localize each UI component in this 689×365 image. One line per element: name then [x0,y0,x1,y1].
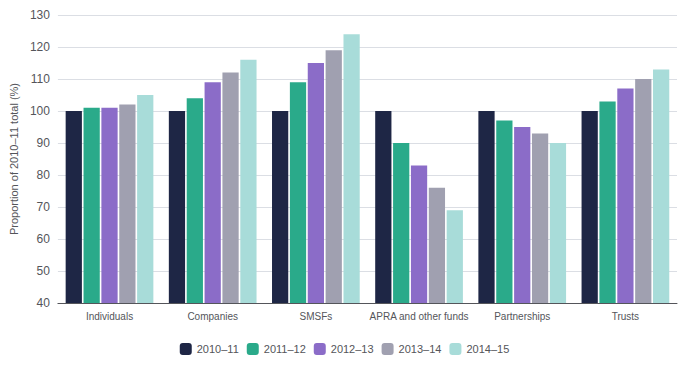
svg-text:SMSFs: SMSFs [299,311,332,322]
svg-text:2014–15: 2014–15 [466,343,509,355]
svg-text:2010–11: 2010–11 [197,343,239,355]
svg-text:50: 50 [37,264,51,278]
svg-text:60: 60 [37,232,51,246]
svg-text:Trusts: Trusts [612,311,639,322]
svg-text:40: 40 [37,296,51,310]
svg-text:110: 110 [31,72,50,86]
svg-text:Individuals: Individuals [86,311,133,322]
svg-text:100: 100 [30,104,50,118]
svg-text:70: 70 [37,200,51,214]
svg-text:2012–13: 2012–13 [331,343,374,355]
svg-text:90: 90 [37,136,51,150]
svg-text:130: 130 [30,8,50,22]
svg-text:2011–12: 2011–12 [264,343,306,355]
svg-text:80: 80 [37,168,51,182]
svg-text:APRA and other funds: APRA and other funds [370,311,469,322]
svg-text:2013–14: 2013–14 [399,343,442,355]
svg-text:Proportion of 2010–11 total (%: Proportion of 2010–11 total (%) [8,83,20,235]
svg-text:Companies: Companies [187,311,238,322]
svg-text:Partnerships: Partnerships [494,311,550,322]
svg-text:120: 120 [30,40,50,54]
